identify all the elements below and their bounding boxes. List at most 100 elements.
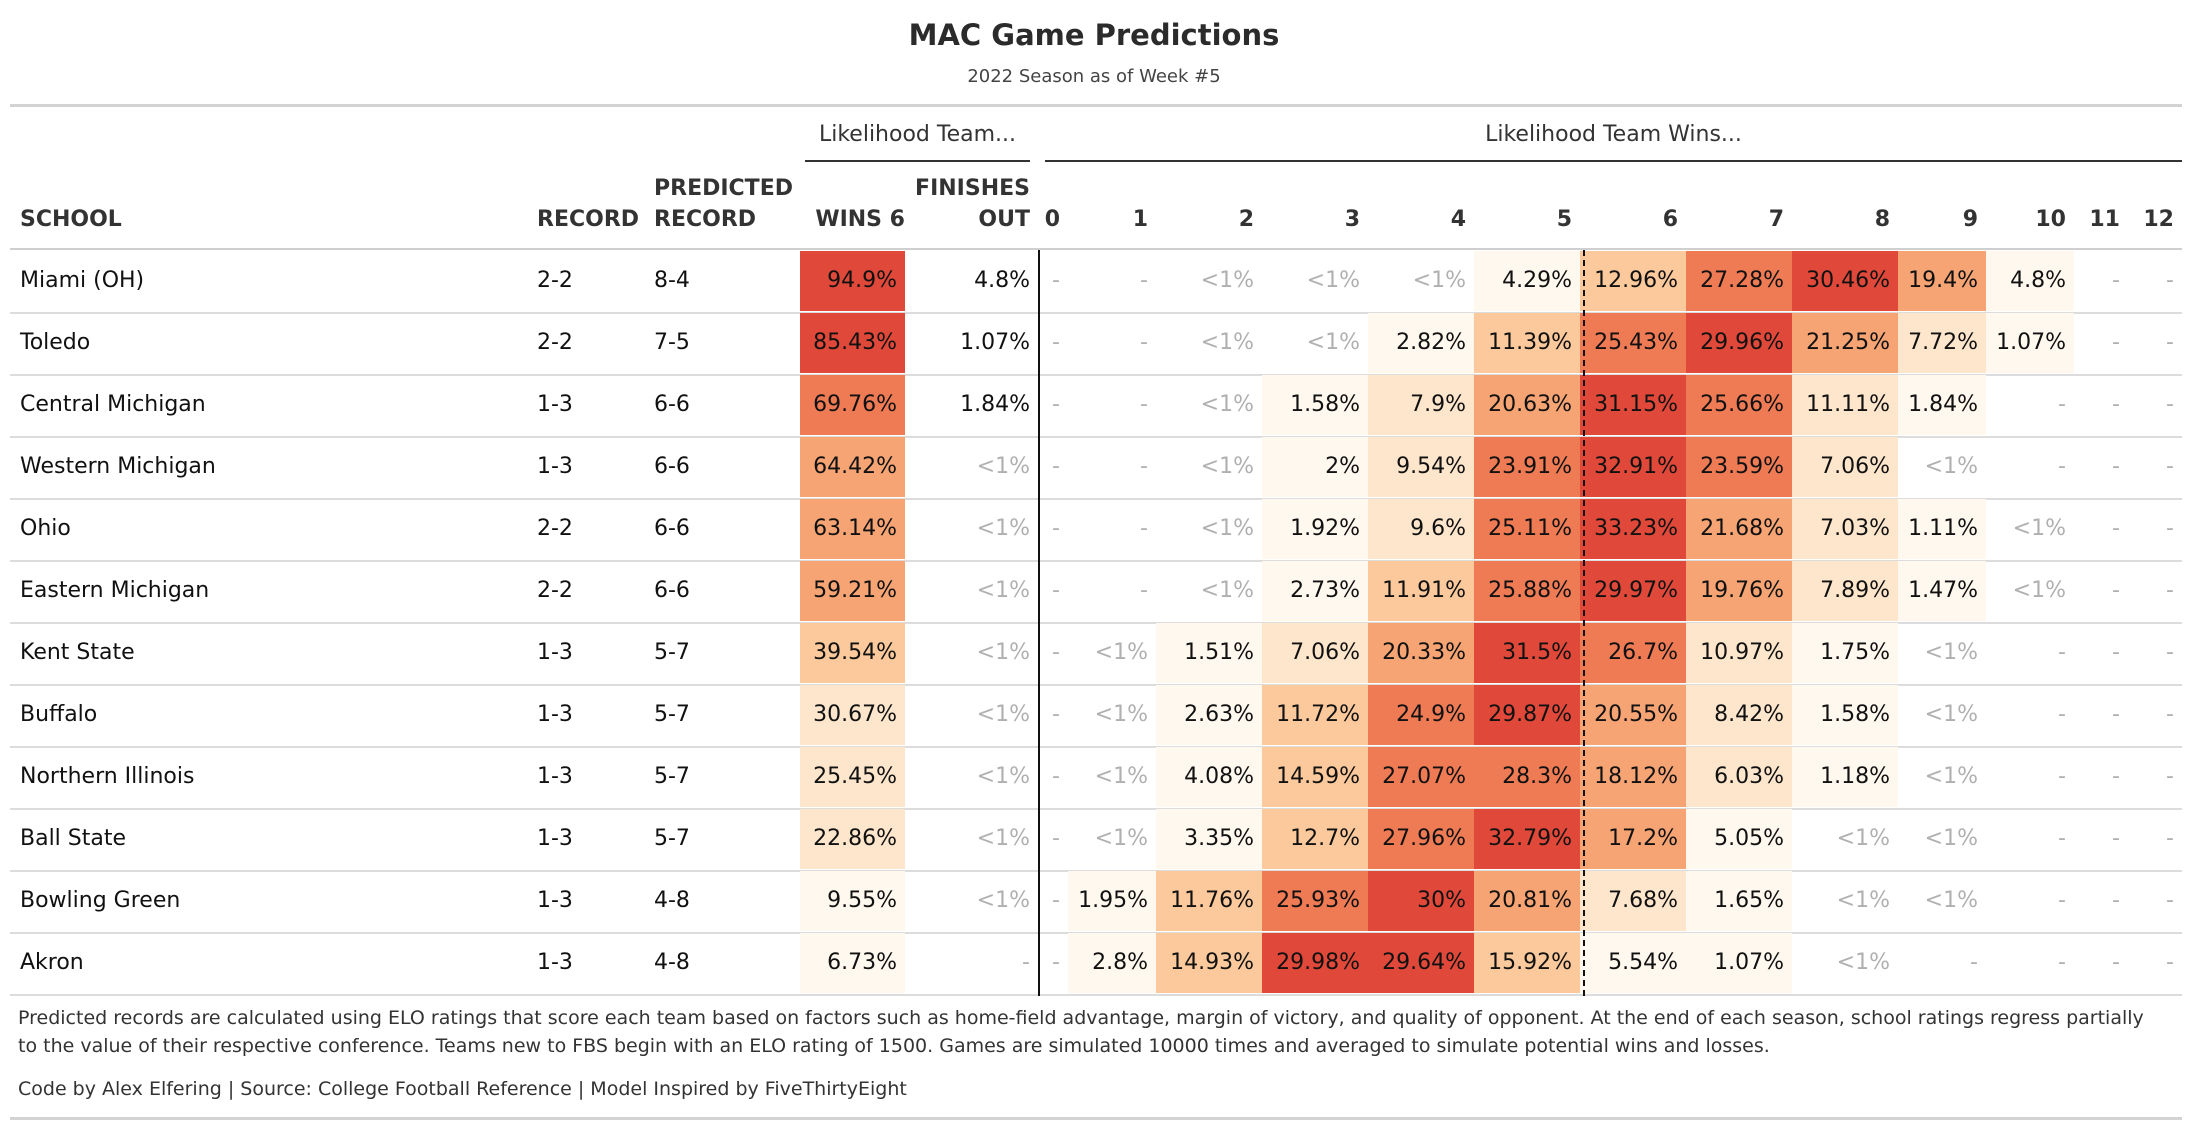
wins-2-cell: <1%	[1200, 454, 1254, 479]
wins-0-cell: -	[1052, 950, 1060, 975]
wins-0-cell: -	[1052, 888, 1060, 913]
wins-6-cell: 32.91%	[1580, 437, 1686, 497]
wins-1-cell: <1%	[1094, 826, 1148, 851]
header-wins-1: 1	[1132, 207, 1148, 232]
finishes-out-cell: <1%	[976, 516, 1030, 541]
wins6-cell: 63.14%	[800, 499, 905, 559]
wins-4-cell: 9.54%	[1368, 437, 1474, 497]
wins-6-cell: 29.97%	[1580, 561, 1686, 621]
wins-11-cell: -	[2112, 392, 2120, 417]
wins-12-cell: -	[2166, 950, 2174, 975]
wins-3-cell: 1.58%	[1262, 375, 1368, 435]
wins-8-cell: 30.46%	[1792, 251, 1898, 311]
wins-7-cell: 10.97%	[1686, 623, 1792, 683]
finishes-separator	[1038, 250, 1040, 996]
wins-3-cell: 7.06%	[1262, 623, 1368, 683]
wins-8-cell: <1%	[1836, 826, 1890, 851]
spanner-likelihood-wins: Likelihood Team Wins...	[1485, 122, 1742, 147]
wins-4-cell: 27.07%	[1368, 747, 1474, 807]
predicted-record: 6-6	[654, 454, 690, 479]
wins-4-cell: 30%	[1368, 871, 1474, 931]
wins-9-cell: -	[1970, 950, 1978, 975]
school-name: Central Michigan	[20, 392, 206, 417]
wins-1-cell: -	[1140, 392, 1148, 417]
wins-1-cell: <1%	[1094, 764, 1148, 789]
wins-6-cell: 33.23%	[1580, 499, 1686, 559]
wins-10-cell: -	[2058, 640, 2066, 665]
header-wins-3: 3	[1344, 207, 1360, 232]
wins-0-cell: -	[1052, 826, 1060, 851]
wins-5-cell: 31.5%	[1474, 623, 1580, 683]
wins-5-cell: 23.91%	[1474, 437, 1580, 497]
wins-12-cell: -	[2166, 826, 2174, 851]
wins-10-cell: <1%	[2012, 516, 2066, 541]
row-divider	[10, 498, 2182, 500]
wins-12-cell: -	[2166, 888, 2174, 913]
wins-3-cell: 1.92%	[1262, 499, 1368, 559]
wins-2-cell: <1%	[1200, 330, 1254, 355]
wins6-cell: 22.86%	[800, 809, 905, 869]
predicted-record: 8-4	[654, 268, 690, 293]
credits-line: Code by Alex Elfering | Source: College …	[18, 1078, 907, 1100]
wins-8-cell: 1.75%	[1792, 623, 1898, 683]
wins-6-cell: 12.96%	[1580, 251, 1686, 311]
wins-8-cell: 1.58%	[1792, 685, 1898, 745]
header-wins-11: 11	[2089, 207, 2120, 232]
header-wins-7: 7	[1768, 207, 1784, 232]
header-school: SCHOOL	[20, 207, 122, 232]
wins-7-cell: 21.68%	[1686, 499, 1792, 559]
school-name: Bowling Green	[20, 888, 181, 913]
wins-5-cell: 20.81%	[1474, 871, 1580, 931]
finishes-out-cell: <1%	[976, 454, 1030, 479]
wins-7-cell: 29.96%	[1686, 313, 1792, 373]
wins-4-cell: 29.64%	[1368, 933, 1474, 993]
six-wins-threshold-line	[1583, 250, 1585, 996]
wins-4-cell: 24.9%	[1368, 685, 1474, 745]
wins-1-cell: -	[1140, 330, 1148, 355]
header-wins-10: 10	[2035, 207, 2066, 232]
current-record: 1-3	[537, 826, 573, 851]
wins-11-cell: -	[2112, 826, 2120, 851]
wins-6-cell: 31.15%	[1580, 375, 1686, 435]
current-record: 1-3	[537, 888, 573, 913]
wins-8-cell: 7.06%	[1792, 437, 1898, 497]
current-record: 1-3	[537, 702, 573, 727]
wins6-cell: 30.67%	[800, 685, 905, 745]
header-wins-0: 0	[1044, 207, 1060, 232]
wins-6-cell: 18.12%	[1580, 747, 1686, 807]
spanner-likelihood-team-line	[805, 160, 1030, 162]
header-predicted-line1: PREDICTED	[654, 176, 793, 201]
wins-5-cell: 15.92%	[1474, 933, 1580, 993]
wins-9-cell: 1.84%	[1898, 375, 1986, 435]
predicted-record: 5-7	[654, 640, 690, 665]
wins-5-cell: 20.63%	[1474, 375, 1580, 435]
row-divider	[10, 746, 2182, 748]
wins-1-cell: <1%	[1094, 640, 1148, 665]
wins-3-cell: 2.73%	[1262, 561, 1368, 621]
school-name: Northern Illinois	[20, 764, 195, 789]
wins-11-cell: -	[2112, 268, 2120, 293]
wins6-cell: 85.43%	[800, 313, 905, 373]
finishes-out-cell: <1%	[976, 888, 1030, 913]
spanner-likelihood-team: Likelihood Team...	[818, 122, 1017, 147]
wins-0-cell: -	[1052, 640, 1060, 665]
finishes-out-cell: -	[1022, 950, 1030, 975]
row-divider	[10, 560, 2182, 562]
predicted-record: 6-6	[654, 392, 690, 417]
header-rule	[10, 248, 2182, 250]
wins-2-cell: <1%	[1200, 268, 1254, 293]
wins-6-cell: 26.7%	[1580, 623, 1686, 683]
finishes-out-cell: 4.8%	[974, 268, 1030, 293]
wins-9-cell: <1%	[1924, 454, 1978, 479]
wins-8-cell: 7.03%	[1792, 499, 1898, 559]
wins-6-cell: 17.2%	[1580, 809, 1686, 869]
wins-8-cell: 21.25%	[1792, 313, 1898, 373]
wins-10-cell: -	[2058, 702, 2066, 727]
wins-9-cell: <1%	[1924, 826, 1978, 851]
predicted-record: 5-7	[654, 764, 690, 789]
finishes-out-cell: <1%	[976, 640, 1030, 665]
wins-12-cell: -	[2166, 392, 2174, 417]
wins-4-cell: 27.96%	[1368, 809, 1474, 869]
current-record: 2-2	[537, 516, 573, 541]
wins6-cell: 25.45%	[800, 747, 905, 807]
